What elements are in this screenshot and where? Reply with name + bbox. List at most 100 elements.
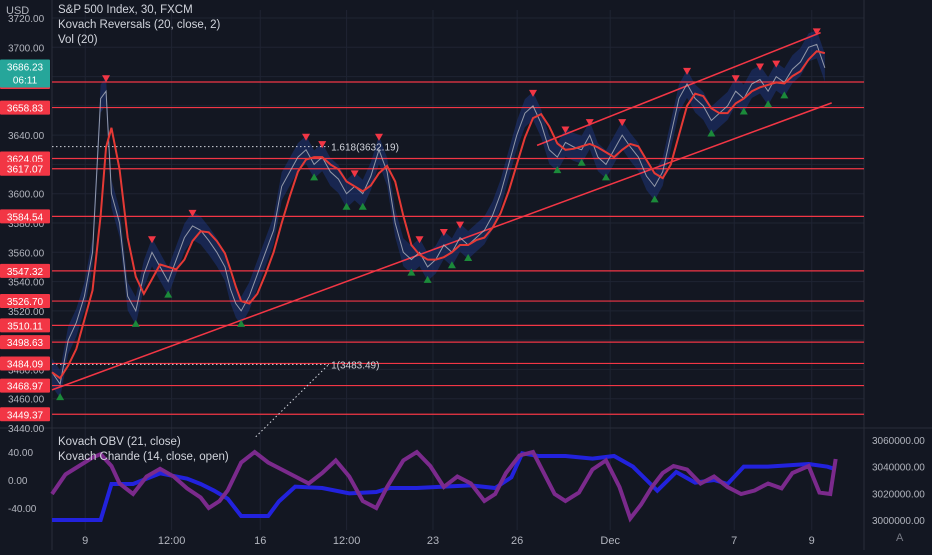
x-tick-label: 7 (731, 535, 737, 547)
level-price-text: 3449.37 (7, 410, 44, 421)
y2-tick-label: 3060000.00 (872, 436, 925, 447)
reversal-arrow-down (374, 133, 383, 141)
level-price-badge (0, 356, 50, 371)
level-price-text: 3658.83 (7, 104, 44, 115)
reversal-arrow-down (731, 75, 740, 83)
last-price-text: 3686.23 (7, 62, 44, 73)
x-tick-label: 16 (254, 535, 266, 547)
y-tick-label: 3440.00 (8, 424, 45, 435)
volatility-band (52, 30, 825, 399)
legend-chande[interactable]: Kovach Chande (14, close, open) (58, 451, 229, 463)
reversal-arrow-up (780, 91, 789, 99)
y-tick-label: 3640.00 (8, 131, 45, 142)
y-tick-label: 3560.00 (8, 248, 45, 259)
reversal-arrow-down (147, 236, 156, 244)
reversal-arrow-down (318, 141, 327, 149)
y-tick-label: 3480.00 (8, 365, 45, 376)
band-area (52, 30, 825, 399)
reversal-arrow-up (650, 195, 659, 203)
level-price-text: 3584.54 (7, 212, 44, 223)
reversal-arrow-up (423, 275, 432, 283)
level-price-badge (0, 318, 50, 333)
level-price-text: 3510.11 (7, 321, 43, 332)
y2-tick-label: 3040000.00 (872, 463, 925, 474)
reversal-arrow-down (439, 228, 448, 236)
reversal-arrow-up (164, 290, 173, 298)
fib-label-1618: 1.618(3632.19) (331, 143, 399, 154)
y2-tick-label: 3020000.00 (872, 489, 925, 500)
x-tick-label: 9 (809, 535, 815, 547)
level-price-text: 3624.05 (7, 154, 44, 165)
y-tick-label: 3600.00 (8, 190, 45, 201)
level-price-badge (0, 209, 50, 224)
level-price-text: 3547.32 (7, 267, 44, 278)
level-price-text: 3498.63 (7, 338, 44, 349)
legend-obv[interactable]: Kovach OBV (21, close) (58, 436, 181, 448)
reversal-arrows (56, 28, 821, 401)
horizontal-levels (52, 81, 864, 415)
level-price-text: 3526.70 (7, 297, 44, 308)
reversal-arrow-down (772, 60, 781, 68)
y-tick-label: 3720.00 (8, 14, 45, 25)
x-tick-label: 26 (511, 535, 523, 547)
reversal-arrow-down (756, 63, 765, 71)
reversal-arrow-up (407, 268, 416, 276)
channel-lower-line (51, 102, 832, 391)
reversal-arrow-down (302, 133, 311, 141)
x-tick-label: Dec (600, 535, 620, 547)
level-price-badge (0, 100, 50, 115)
reversal-arrow-down (456, 221, 465, 229)
price-badges: 3676.313658.833624.053617.073584.543547.… (0, 59, 50, 422)
reversal-arrow-down (812, 28, 821, 36)
x-tick-label: 23 (427, 535, 439, 547)
x-tick-label: 12:00 (333, 535, 361, 547)
level-price-badge (0, 378, 50, 393)
oscillator-pane (50, 449, 838, 523)
level-price-badge (0, 335, 50, 350)
chande-line (50, 449, 838, 523)
price-series (51, 43, 826, 386)
reversal-arrow-up (342, 202, 351, 210)
y-tick-label: 40.00 (8, 448, 33, 459)
reversal-arrow-up (56, 393, 65, 401)
y-tick-label: 3460.00 (8, 395, 45, 406)
timezone-button[interactable]: A (896, 532, 904, 544)
legend-vol[interactable]: Vol (20) (58, 34, 98, 46)
y-tick-label: 3700.00 (8, 43, 45, 54)
reversal-arrow-down (415, 236, 424, 244)
fib-diagonal (255, 363, 330, 438)
reversal-arrow-up (358, 202, 367, 210)
reversal-arrow-down (350, 170, 359, 178)
reversal-arrow-down (618, 119, 627, 127)
level-price-badge (0, 294, 50, 309)
level-price-badge (0, 407, 50, 422)
reversal-arrow-up (553, 166, 562, 174)
reversal-arrow-up (464, 253, 473, 261)
reversal-arrow-down (102, 75, 111, 83)
channel-upper-line (536, 31, 821, 147)
reversal-arrow-up (739, 107, 748, 115)
moving-average-line (51, 50, 826, 380)
x-tick-label: 12:00 (158, 535, 186, 547)
currency-label: USD (6, 5, 30, 17)
legend-reversals[interactable]: Kovach Reversals (20, close, 2) (58, 19, 221, 31)
reversal-arrow-up (131, 319, 140, 327)
fib-extension: 1.618(3632.19) 1(3483.49) (52, 143, 399, 438)
level-price-badge (0, 161, 50, 176)
legend-title[interactable]: S&P 500 Index, 30, FXCM (58, 4, 193, 16)
reversal-arrow-up (237, 319, 246, 327)
y-tick-label: 3580.00 (8, 219, 45, 230)
reversal-arrow-up (601, 173, 610, 181)
reversal-arrow-up (310, 173, 319, 181)
reversal-arrow-down (561, 126, 570, 134)
reversal-arrow-up (577, 158, 586, 166)
reversal-arrow-down (188, 209, 197, 217)
y-tick-label: -40.00 (8, 504, 37, 515)
y-tick-label: 3540.00 (8, 278, 45, 289)
x-tick-label: 9 (82, 535, 88, 547)
fib-label-1: 1(3483.49) (331, 360, 379, 371)
trend-channel (51, 31, 832, 391)
reversal-arrow-down (683, 67, 692, 75)
